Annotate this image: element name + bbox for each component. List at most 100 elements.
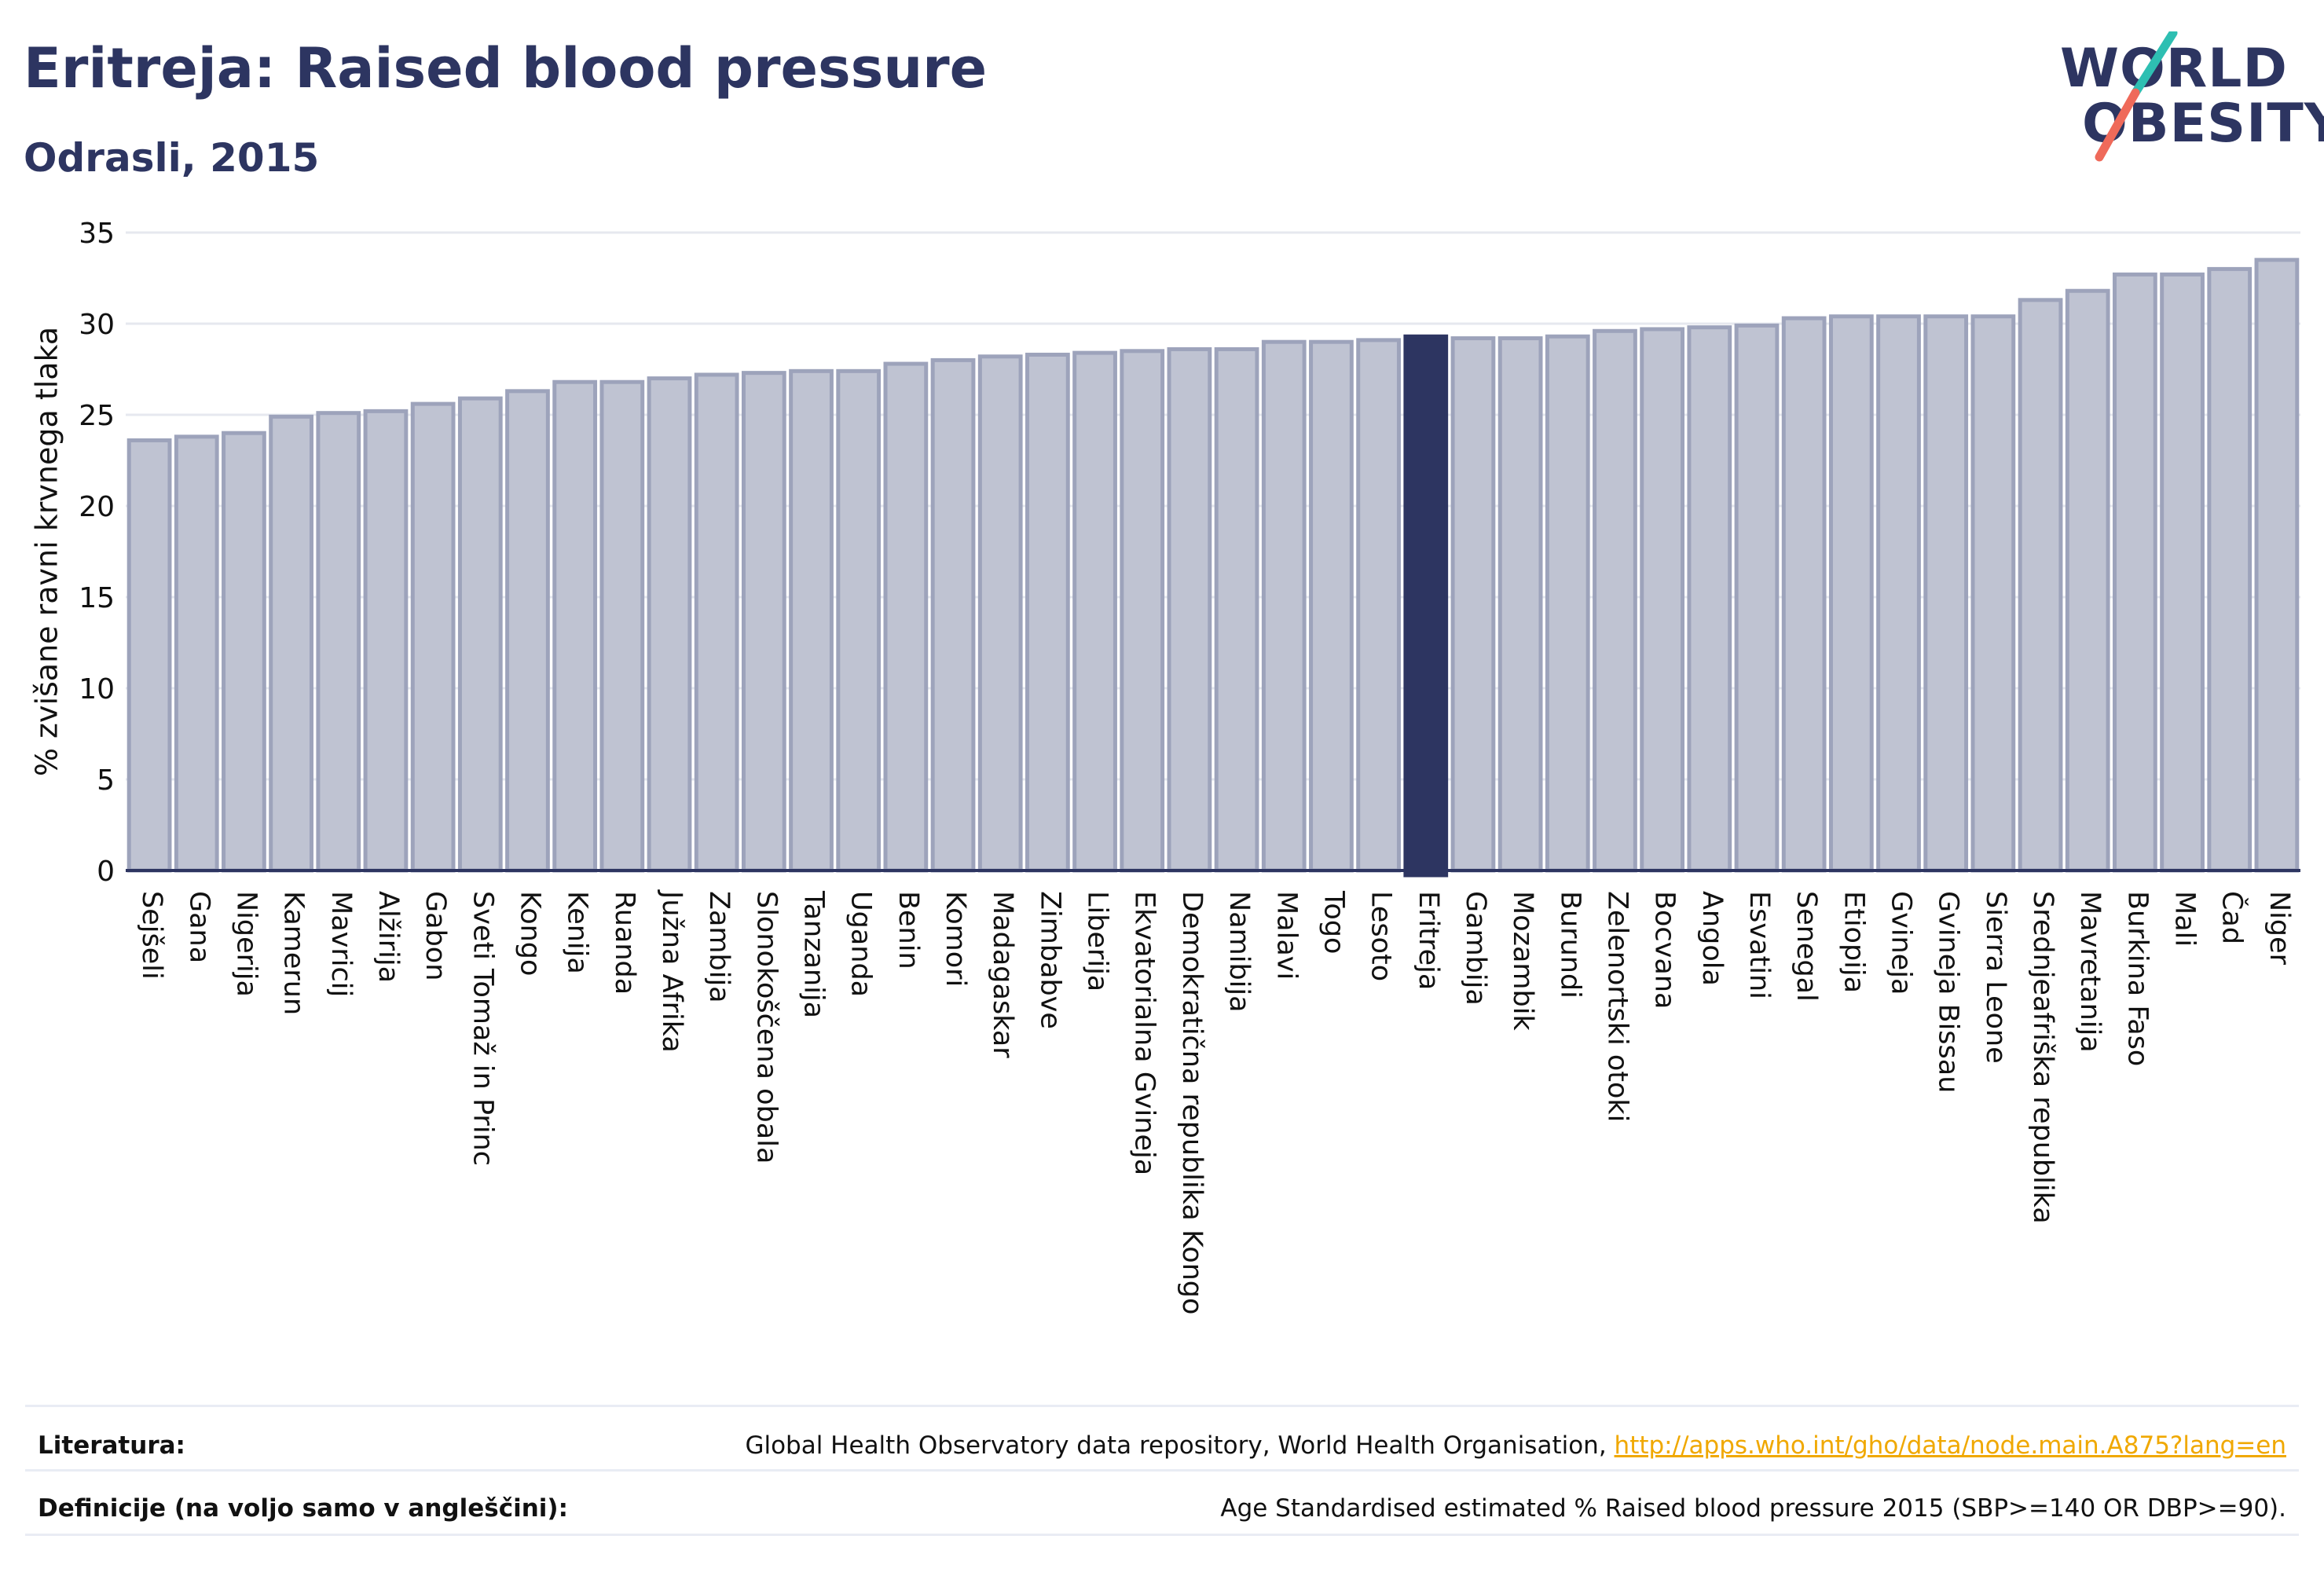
x-tick-label: Angola xyxy=(1696,891,1728,986)
x-tick-label: Sveti Tomaž in Princ xyxy=(467,891,498,1166)
bar[interactable] xyxy=(552,379,598,873)
bar[interactable] xyxy=(505,389,550,873)
x-tick-label: Burkina Faso xyxy=(2121,891,2153,1066)
bar[interactable] xyxy=(1923,314,1969,873)
definition-value: Age Standardised estimated % Raised bloo… xyxy=(1220,1494,2286,1523)
bar[interactable] xyxy=(599,379,645,873)
x-tick-label: Mozambik xyxy=(1507,891,1538,1031)
bar[interactable] xyxy=(741,371,786,873)
sources-label: Literatura: xyxy=(38,1431,185,1460)
x-tick-label: Gambija xyxy=(1460,891,1491,1006)
sources-value: Global Health Observatory data repositor… xyxy=(745,1431,2286,1460)
y-tick-label: 20 xyxy=(79,491,115,523)
sources-text: Global Health Observatory data repositor… xyxy=(745,1431,1615,1460)
x-tick-label: Gana xyxy=(183,891,214,963)
bar[interactable] xyxy=(1545,334,1590,873)
bar[interactable] xyxy=(647,376,692,873)
definition-label: Definicije (na voljo samo v angleščini): xyxy=(38,1494,568,1523)
bar[interactable] xyxy=(2113,272,2157,873)
bar-highlighted[interactable] xyxy=(1403,334,1449,878)
bar[interactable] xyxy=(977,354,1023,873)
bar[interactable] xyxy=(1497,336,1543,873)
bar[interactable] xyxy=(1356,338,1401,873)
sources-row: Literatura: Global Health Observatory da… xyxy=(25,1414,2299,1477)
bar[interactable] xyxy=(2018,298,2063,873)
y-tick-label: 10 xyxy=(79,673,115,706)
bar[interactable] xyxy=(2065,288,2110,873)
bar[interactable] xyxy=(883,361,929,873)
world-obesity-logo[interactable]: WORLD OBESITY xyxy=(2051,31,2324,165)
bar[interactable] xyxy=(2160,272,2205,873)
y-axis-label: % zvišane ravni krvnega tlaka xyxy=(30,327,64,776)
bar[interactable] xyxy=(126,438,172,873)
bar[interactable] xyxy=(1687,325,1732,873)
y-tick-label: 5 xyxy=(97,764,115,797)
bar[interactable] xyxy=(2254,258,2300,873)
x-tick-label: Tanzanija xyxy=(798,890,830,1018)
x-tick-label: Benin xyxy=(893,891,924,969)
bar[interactable] xyxy=(1450,336,1496,873)
x-tick-label: Mali xyxy=(2169,891,2201,947)
x-tick-label: Bocvana xyxy=(1649,891,1681,1009)
y-tick-label: 0 xyxy=(97,856,115,888)
bar[interactable] xyxy=(1025,352,1070,873)
page-title: Eritreja: Raised blood pressure xyxy=(24,36,988,101)
bar[interactable] xyxy=(1120,349,1165,873)
bar[interactable] xyxy=(1876,314,1921,873)
bar[interactable] xyxy=(1781,316,1827,873)
bar[interactable] xyxy=(1167,346,1212,873)
bar[interactable] xyxy=(410,401,456,873)
footer-divider-top xyxy=(25,1405,2299,1407)
bar[interactable] xyxy=(930,357,976,873)
x-tick-label: Niger xyxy=(2264,891,2295,966)
bar[interactable] xyxy=(1734,323,1780,873)
x-tick-label: Ekvatorialna Gvineja xyxy=(1129,891,1160,1175)
x-tick-label: Sejšeli xyxy=(136,891,167,980)
x-axis-ticks: Sejšeli Gana Nigerija Kamerun Mavricij Alžiri… xyxy=(136,889,2295,1314)
x-tick-label: Mavretanija xyxy=(2074,891,2106,1053)
bar[interactable] xyxy=(1309,339,1354,873)
bar[interactable] xyxy=(222,431,266,873)
bar[interactable] xyxy=(1072,350,1117,873)
bar[interactable] xyxy=(316,411,361,873)
x-tick-label: Čad xyxy=(2216,891,2249,944)
x-tick-label: Slonokoščena obala xyxy=(750,891,782,1164)
bar[interactable] xyxy=(363,409,409,873)
x-tick-label: Mavricij xyxy=(325,891,357,997)
x-tick-label: Komori xyxy=(940,891,971,987)
bar[interactable] xyxy=(789,368,834,873)
x-tick-label: Namibija xyxy=(1223,891,1255,1013)
x-tick-label: Madagaskar xyxy=(987,891,1018,1058)
bar[interactable] xyxy=(174,434,219,873)
x-tick-label: Kenija xyxy=(562,891,593,974)
x-tick-label: Esvatini xyxy=(1743,891,1775,999)
footer-divider-middle xyxy=(25,1469,2299,1472)
bar[interactable] xyxy=(457,396,503,873)
x-tick-label: Ruanda xyxy=(609,891,640,995)
logo-slash-icon xyxy=(2095,31,2178,162)
sources-link[interactable]: http://apps.who.int/gho/data/node.main.A… xyxy=(1614,1431,2286,1460)
footer-divider-bottom xyxy=(25,1534,2299,1536)
x-tick-label: Kamerun xyxy=(278,891,310,1015)
bar[interactable] xyxy=(1593,328,1637,873)
bar[interactable] xyxy=(1261,339,1307,873)
bar[interactable] xyxy=(269,414,313,873)
bar[interactable] xyxy=(1828,314,1874,873)
logo-line-1: WORLD xyxy=(2060,38,2288,100)
bar[interactable] xyxy=(1970,314,2016,873)
page-subtitle: Odrasli, 2015 xyxy=(24,135,320,181)
x-tick-label: Srednjeafriška republika xyxy=(2027,891,2058,1224)
x-tick-label: Etiopija xyxy=(1838,891,1869,993)
bar[interactable] xyxy=(1640,327,1685,873)
definition-row: Definicije (na voljo samo v angleščini):… xyxy=(25,1477,2299,1540)
bar[interactable] xyxy=(2207,266,2253,873)
x-tick-label: Togo xyxy=(1318,890,1349,954)
x-tick-label: Zambija xyxy=(703,891,735,1003)
bar[interactable] xyxy=(694,372,739,873)
bar[interactable] xyxy=(1214,346,1259,873)
y-tick-label: 25 xyxy=(79,400,115,432)
x-tick-label: Južna Afrika xyxy=(656,889,687,1053)
y-tick-label: 30 xyxy=(79,309,115,341)
bar[interactable] xyxy=(836,368,882,873)
x-tick-label: Lesoto xyxy=(1365,891,1397,981)
